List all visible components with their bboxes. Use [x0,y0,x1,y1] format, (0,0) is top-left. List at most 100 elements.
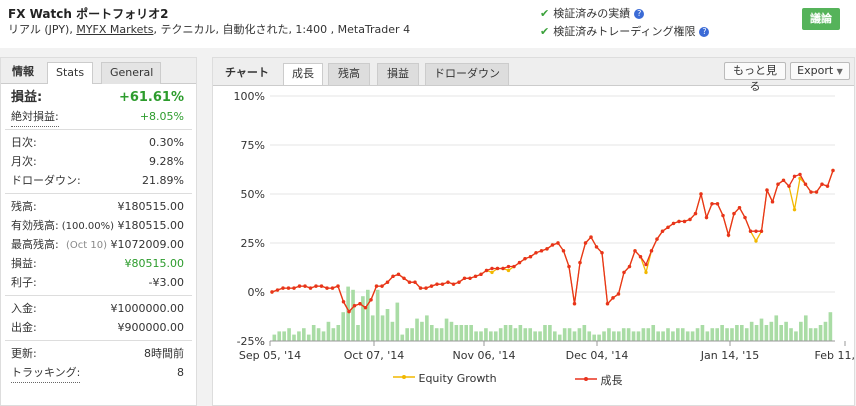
help-icon[interactable]: ? [634,9,645,19]
activity-bar [695,328,700,341]
subtitle-suffix: , テクニカル, 自動化された, 1:400 , MetaTrader 4 [153,23,411,36]
activity-bar [602,331,606,341]
activity-bar [808,328,813,341]
activity-bar [720,325,724,341]
chart-bars [272,286,833,341]
growth-point [424,286,428,290]
activity-bar [375,289,380,341]
activity-bar [493,331,498,341]
activity-bar [321,331,326,341]
activity-bar [469,325,473,341]
activity-bar [380,315,385,341]
activity-bar [425,315,429,341]
growth-point [446,280,450,284]
activity-bar [444,318,449,341]
activity-bar [779,325,783,341]
growth-point [787,184,791,188]
growth-point [308,286,313,290]
y-axis-labels: 100% 75% 50% 25% 0% -25% [234,90,265,348]
drawdown-value: 21.89% [142,174,184,187]
equity-note: (100.00%) [61,221,115,232]
growth-point [567,264,571,269]
profit-row: 損益: ¥80515.00 [1,254,196,273]
growth-point [523,256,527,261]
deposits-row: 入金: ¥1000000.00 [1,299,196,318]
export-button[interactable]: Export ▼ [790,62,850,80]
legend-equity-icon [393,375,415,379]
growth-point [688,217,692,222]
activity-bar [498,328,503,341]
growth-point [490,266,494,271]
stats-panel: 情報 Stats General 損益: +61.61% 絶対損益: +8.05% … [0,57,197,406]
y-tick-label: 100% [234,90,265,103]
highest-row: 最高残高: (Oct 10) ¥1072009.00 [1,235,196,254]
growth-point [633,249,637,253]
tab-stats[interactable]: Stats [47,62,94,84]
more-button[interactable]: もっと見る [724,62,786,93]
growth-point [275,288,280,292]
activity-bar [799,321,803,341]
tab-balance[interactable]: 残高 [328,63,370,85]
legend-growth[interactable]: 成長 [575,372,623,388]
activity-bar [818,325,823,341]
activity-bar [277,331,282,341]
growth-point [501,266,505,271]
y-tick-label: 0% [248,286,265,299]
drawdown-row: ドローダウン: 21.89% [1,171,196,190]
updated-row: 更新: 8時間前 [1,344,196,363]
growth-point [803,182,808,186]
tab-drawdown[interactable]: ドローダウン [425,63,509,85]
growth-point [660,229,665,233]
growth-point [363,305,368,310]
broker-link[interactable]: MYFX Markets [76,23,154,36]
growth-point [292,286,296,290]
tracking-label[interactable]: トラッキング: [11,363,81,383]
legend-equity[interactable]: Equity Growth [393,372,497,385]
activity-bar [513,328,518,341]
highest-label: 最高残高: [11,238,59,251]
growth-point [655,237,659,241]
growth-point [330,286,335,290]
growth-point [556,241,560,245]
growth-point [550,243,555,247]
growth-point [781,178,786,182]
withdrawals-row: 出金: ¥900000.00 [1,318,196,337]
activity-bar [361,296,365,341]
activity-bar [326,321,331,341]
equity-growth-point [506,268,511,273]
tracking-row: トラッキング: 8 [1,363,196,383]
y-tick-label: 75% [241,139,265,152]
tab-general[interactable]: General [101,62,161,84]
discuss-button[interactable]: 議論 [802,8,840,30]
tab-profit[interactable]: 損益 [377,63,419,85]
growth-point [737,206,742,210]
tab-growth[interactable]: 成長 [283,63,323,85]
updated-label: 更新: [11,347,37,360]
growth-point [545,247,549,251]
activity-bar [503,325,508,341]
growth-point [534,251,538,255]
growth-point [281,286,285,290]
abs-gain-label[interactable]: 絶対損益: [11,107,59,127]
activity-bar [621,328,626,341]
growth-point [770,200,775,204]
profit-value: ¥80515.00 [124,257,185,270]
growth-point [627,264,632,269]
activity-bar [370,315,375,341]
growth-point [286,286,291,290]
help-icon[interactable]: ? [699,27,710,37]
activity-bar [410,328,414,341]
x-tick-label: Oct 07, '14 [344,349,405,362]
activity-bar [680,328,685,341]
activity-bar [661,331,665,341]
y-tick-label: 50% [241,188,265,201]
activity-bar [454,325,459,341]
activity-bar [740,325,744,341]
activity-bar [636,331,641,341]
growth-point [649,249,654,253]
growth-point [677,219,681,224]
activity-bar [641,328,646,341]
activity-bar [592,334,596,341]
growth-point [380,284,384,288]
growth-point [759,229,764,233]
